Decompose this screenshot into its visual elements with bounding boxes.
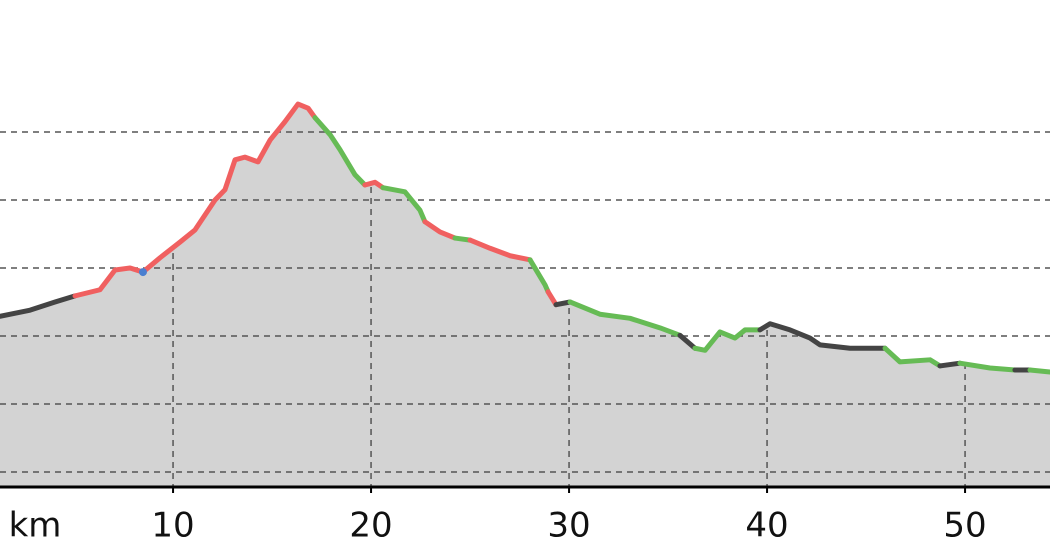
marker-point [138, 268, 147, 277]
profile-segment [0, 293, 78, 319]
profile-segment [380, 185, 428, 225]
profile-segment [362, 179, 386, 191]
profile-segment [692, 327, 763, 353]
x-tick-label: 20 [349, 506, 392, 546]
x-tick-label: 50 [943, 506, 986, 546]
profile-segment [467, 237, 533, 263]
x-tick-label: 30 [547, 506, 590, 546]
profile-segment [312, 115, 368, 188]
x-tick-label: 10 [151, 506, 194, 546]
profile-segment [957, 360, 1018, 373]
x-tick-label: 40 [745, 506, 788, 546]
profile-segment [422, 219, 458, 241]
profile-segment [882, 345, 943, 369]
profile-segment [677, 332, 698, 351]
elevation-area [0, 104, 1050, 487]
profile-segment [1027, 367, 1050, 375]
profile-segment [452, 235, 473, 243]
profile-segment [757, 321, 888, 351]
x-axis-label: km [9, 506, 62, 546]
profile-segment [545, 289, 559, 308]
profile-segment [567, 299, 683, 338]
profile-segment [72, 101, 318, 299]
profile-segment [937, 360, 963, 369]
